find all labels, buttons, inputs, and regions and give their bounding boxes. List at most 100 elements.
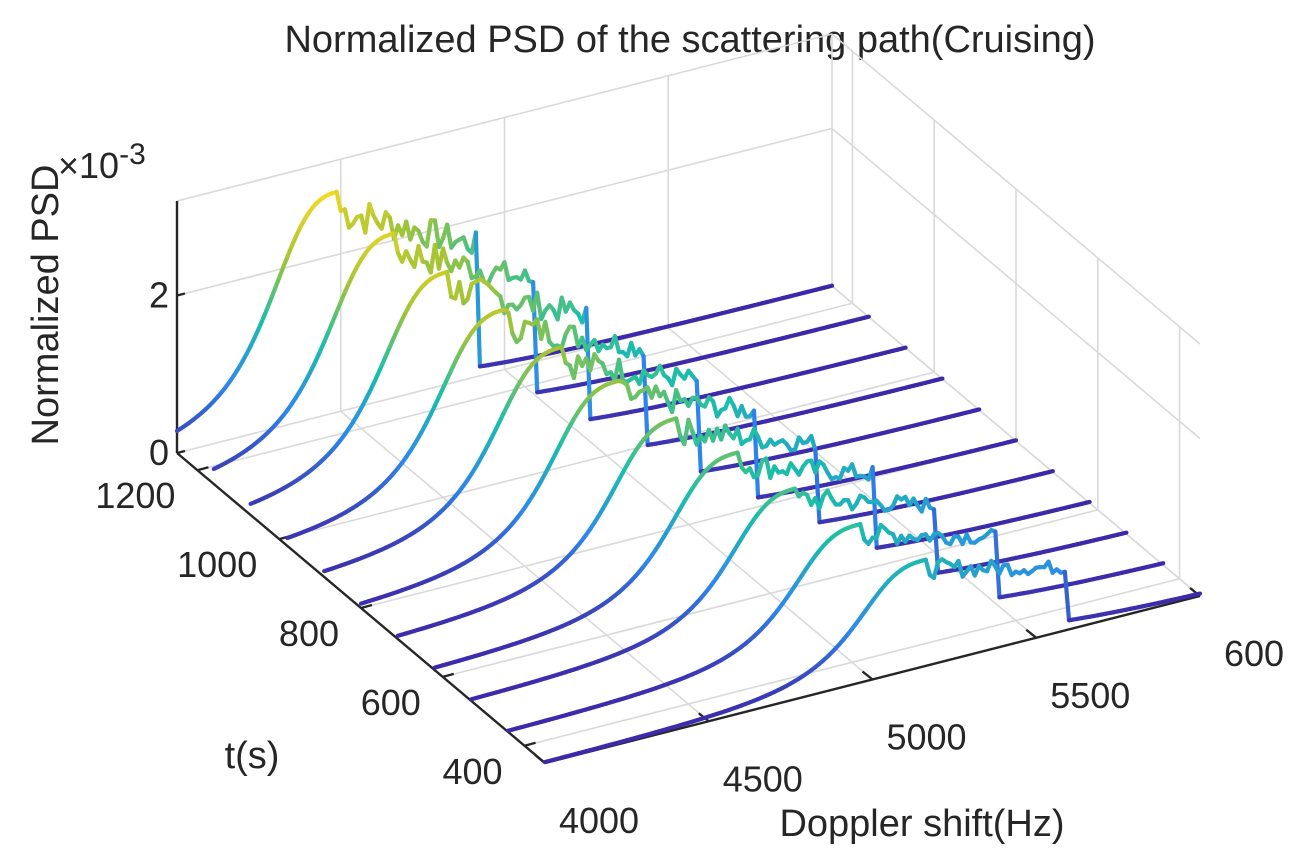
psd-trace-segment: [624, 382, 634, 401]
x-tick-label: 5000: [886, 717, 966, 758]
x-tick-label: 4500: [723, 758, 803, 799]
psd-trace-t620: [432, 450, 1092, 670]
psd-trace-segment: [543, 319, 552, 344]
psd-trace-segment: [751, 408, 761, 500]
psd-trace-segment: [535, 290, 544, 322]
psd-trace-segment: [862, 314, 871, 320]
psd-trace-segment: [465, 259, 474, 281]
grid-line-z-side: [831, 127, 1201, 440]
psd-trace-segment: [391, 231, 401, 256]
psd-trace-segment: [1083, 499, 1092, 506]
psd-trace-segment: [694, 379, 703, 474]
psd-trace-t350: [542, 557, 1203, 765]
psd-trace-segment: [936, 376, 945, 382]
psd-trace-segment: [559, 345, 568, 366]
psd-trace-segment: [973, 407, 982, 413]
psd-trace-segment: [923, 557, 932, 577]
y-tick-label: 800: [279, 613, 339, 654]
psd-trace-segment: [755, 458, 765, 478]
z-tick-label: 2: [149, 275, 169, 316]
axes-lines: [175, 201, 1201, 765]
floor-grid-y: [442, 509, 1098, 678]
x-tick-mark: [1025, 628, 1037, 639]
z-tick-label: 0: [149, 432, 169, 473]
psd-trace-segment: [1062, 569, 1072, 623]
grid-line-z-back: [176, 127, 833, 297]
x-tick-label: 600: [1224, 633, 1284, 674]
psd-traces: [174, 189, 1203, 765]
psd-trace-segment: [457, 279, 466, 306]
psd-trace-segment: [465, 281, 474, 302]
y-tick-mark: [197, 466, 209, 472]
psd-trace-t1160: [211, 231, 871, 472]
psd-trace-segment: [674, 416, 683, 439]
psd-trace-segment: [735, 426, 744, 447]
psd-trace-segment: [735, 450, 744, 470]
floor-grid-y: [279, 371, 935, 540]
psd-trace-segment: [686, 417, 695, 434]
psd-trace-segment: [612, 334, 622, 355]
grid-line-z-back: [176, 33, 833, 202]
psd-trace-segment: [899, 345, 908, 351]
psd-trace-segment: [1193, 591, 1203, 597]
z-tick-mark: [176, 292, 186, 297]
psd-trace-segment: [445, 269, 454, 299]
psd-trace-segment: [432, 218, 442, 250]
grid-line-z-side: [831, 33, 1201, 345]
y-tick-label: 1200: [95, 475, 175, 516]
psd-trace-segment: [440, 246, 450, 265]
psd-trace-segment: [931, 560, 941, 580]
x-axis-label: Doppler shift(Hz): [779, 803, 1064, 845]
psd-trace-segment: [424, 218, 433, 249]
psd-trace-segment: [809, 433, 818, 453]
psd-trace-segment: [858, 522, 867, 542]
psd-trace-segment: [445, 222, 454, 250]
y-tick-label: 1000: [177, 544, 257, 585]
z-exponent-base: ×10: [58, 145, 119, 186]
psd-trace-segment: [334, 189, 343, 214]
psd-trace-segment: [825, 283, 835, 289]
psd-trace-segment: [379, 210, 388, 231]
psd-trace-segment: [1046, 469, 1055, 475]
z-tick-mark: [176, 449, 186, 455]
y-tick-label: 400: [442, 751, 502, 792]
z-exponent-label: ×10-3: [58, 138, 146, 186]
y-tick-label: 600: [361, 682, 421, 723]
y-tick-mark: [524, 741, 536, 747]
psd-trace-t440: [506, 522, 1166, 733]
psd-trace-segment: [342, 207, 352, 230]
psd-trace-t1070: [248, 269, 908, 506]
psd-trace-t890: [322, 345, 982, 574]
psd-trace-segment: [850, 462, 859, 480]
z-exponent-power: -3: [119, 138, 146, 171]
psd-trace-segment: [518, 319, 527, 341]
z-axis-label: Normalized PSD: [25, 165, 67, 446]
psd-trace-segment: [817, 493, 826, 511]
psd-trace-t980: [285, 307, 945, 541]
x-tick-mark: [861, 670, 874, 681]
psd-trace-segment: [670, 366, 679, 388]
y-tick-mark: [360, 603, 373, 610]
psd-trace-segment: [616, 357, 626, 384]
x-tick-label: 5500: [1050, 675, 1130, 716]
psd-trace-segment: [993, 529, 1002, 600]
floor-grid-y: [197, 302, 853, 471]
psd-trace-segment: [473, 230, 483, 369]
psd-trace-segment: [1157, 561, 1166, 567]
psd-trace-segment: [416, 243, 425, 264]
floor-grid-y: [524, 578, 1180, 747]
y-tick-mark: [442, 672, 455, 679]
psd-trace-segment: [956, 558, 965, 579]
axes-grid: [176, 33, 1201, 764]
y-axis-label: t(s): [225, 735, 280, 777]
psd-trace-segment: [363, 201, 372, 235]
psd-trace-segment: [1120, 530, 1129, 536]
psd-trace-segment: [502, 260, 511, 283]
x-tick-label: 4000: [559, 800, 639, 841]
psd-trace-segment: [1009, 438, 1019, 444]
psd-trace-segment: [506, 310, 515, 336]
psd-trace-t710: [395, 416, 1055, 638]
chart-title: Normalized PSD of the scattering path(Cr…: [284, 19, 1095, 61]
